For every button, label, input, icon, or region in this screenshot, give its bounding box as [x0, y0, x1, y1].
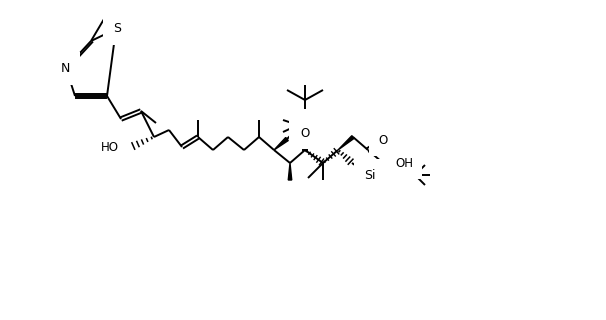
Text: S: S — [113, 21, 121, 35]
Text: O: O — [378, 133, 388, 147]
Text: Si: Si — [364, 169, 376, 181]
Text: Si: Si — [299, 118, 311, 132]
Text: OH: OH — [395, 156, 413, 170]
Text: O: O — [301, 126, 310, 140]
Polygon shape — [288, 163, 291, 180]
Polygon shape — [274, 138, 288, 150]
Polygon shape — [338, 136, 354, 150]
Text: N: N — [61, 61, 70, 75]
Text: HO: HO — [101, 140, 119, 154]
